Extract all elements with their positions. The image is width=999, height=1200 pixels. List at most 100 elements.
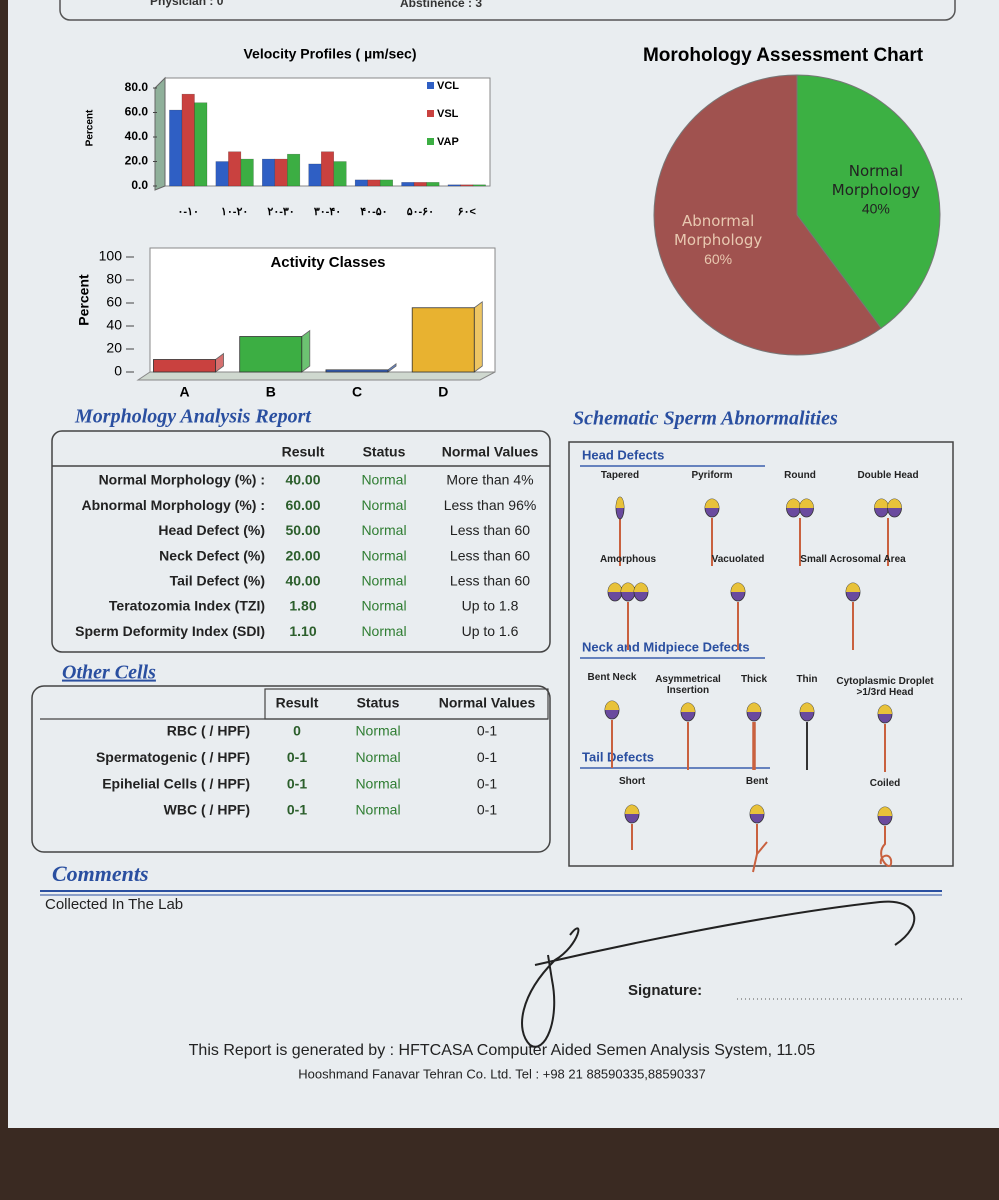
sperm-icon [845, 582, 861, 650]
item-label-box: Pyriform [691, 470, 733, 481]
sperm-icon [607, 582, 649, 650]
sperm-part [621, 583, 635, 592]
status: Normal [361, 522, 406, 538]
bar [194, 102, 208, 187]
item-label-box: Thin [796, 674, 818, 685]
x-tick-label: ۵۰-۶۰ [407, 206, 434, 218]
x-tick-label: D [438, 384, 448, 400]
section-heading: Head Defects [582, 447, 664, 462]
column-header: Status [363, 444, 406, 460]
item-label: Tapered [600, 470, 640, 481]
result: 50.00 [285, 522, 320, 538]
bar [333, 161, 347, 187]
item-label-box: Bent Neck [588, 672, 637, 683]
normal-value: 0-1 [477, 775, 497, 791]
sperm-part [799, 499, 814, 508]
chart-title: Activity Classes [270, 254, 385, 271]
sperm-part [878, 807, 892, 816]
item-label: Small Acrosomal Area [800, 554, 906, 565]
item-label-box: Cytoplasmic Droplet >1/3rd Head [836, 676, 934, 698]
sperm-icon [615, 496, 625, 566]
sperm-part [681, 703, 695, 712]
item-label: Cytoplasmic Droplet >1/3rd Head [836, 676, 934, 698]
bar [411, 307, 475, 373]
sperm-part [752, 824, 768, 873]
bar [367, 179, 381, 187]
normal-value: Less than 96% [444, 497, 537, 513]
bar [287, 153, 301, 187]
sperm-part [750, 805, 764, 814]
sperm-icon [730, 582, 746, 650]
normal-value: 0-1 [477, 749, 497, 765]
status: Normal [361, 547, 406, 563]
bar [308, 163, 322, 187]
legend-swatch [427, 82, 434, 89]
bar [240, 158, 254, 187]
bar [262, 158, 276, 187]
sperm-icon [877, 704, 893, 772]
normal-value: Up to 1.8 [462, 598, 519, 614]
item-label: Thin [796, 674, 818, 685]
plot-floor [136, 371, 496, 381]
pie-label: Normal Morphology [831, 161, 920, 199]
status: Normal [361, 623, 406, 639]
pie-slice [796, 74, 941, 329]
section-title: Other Cells [62, 662, 156, 684]
sperm-part [605, 701, 619, 710]
y-tick-label: 80.0 [125, 80, 149, 94]
abstinence: Abstinence : 3 [400, 0, 482, 10]
x-tick-label: A [179, 384, 189, 400]
pie-label: Abnormal Morphology [673, 212, 763, 250]
normal-value: Less than 60 [450, 522, 530, 538]
item-label: Double Head [857, 470, 919, 481]
x-tick-label: ۱۰-۲۰ [221, 206, 248, 218]
sperm-part [616, 497, 624, 508]
item-label-box: Small Acrosomal Area [800, 554, 906, 565]
section-heading: Tail Defects [582, 749, 654, 764]
sperm-icon [624, 804, 640, 850]
column-header: Result [282, 444, 325, 460]
sperm-part [846, 583, 860, 592]
sperm-part [608, 583, 622, 592]
legend-label: VCL [437, 80, 459, 92]
item-label-box: Tapered [600, 470, 640, 481]
bar [325, 369, 389, 373]
y-tick-label: 60 [106, 294, 122, 310]
item-label: Asymmetrical Insertion [655, 674, 721, 696]
sperm-part [879, 826, 893, 867]
item-label: Bent [745, 776, 769, 787]
sperm-icon [874, 498, 902, 566]
bar-side [387, 363, 397, 373]
item-label: Short [618, 776, 646, 787]
item-label-box: Short [618, 776, 646, 787]
normal-value: Less than 60 [450, 573, 530, 589]
item-label-box: Coiled [870, 778, 901, 789]
result: 0-1 [287, 749, 307, 765]
sperm-part [731, 583, 745, 592]
sperm-icon [604, 700, 620, 768]
item-label: Pyriform [691, 470, 733, 481]
other-cells-box [31, 685, 551, 853]
status: Normal [361, 472, 406, 488]
column-header: Status [357, 695, 400, 711]
result: 40.00 [285, 472, 320, 488]
result: 60.00 [285, 497, 320, 513]
normal-value: More than 4% [446, 472, 533, 488]
sperm-icon [799, 702, 815, 770]
bar [228, 151, 242, 187]
item-label: Amorphous [599, 554, 657, 565]
row-label: Spermatogenic ( / HPF) [96, 749, 250, 765]
sperm-part [800, 703, 814, 712]
bar [447, 184, 461, 187]
legend-swatch [427, 110, 434, 117]
sperm-icon [786, 498, 814, 566]
row-label: Tail Defect (%) [170, 573, 265, 589]
bar [274, 158, 288, 187]
sperm-icon [749, 804, 768, 873]
x-tick-label: C [352, 384, 362, 400]
item-label-box: Asymmetrical Insertion [655, 674, 721, 696]
chart-title: Velocity Profiles ( µm/sec) [243, 46, 416, 62]
sperm-part [874, 499, 889, 508]
x-tick-label: ۲۰-۳۰ [267, 206, 294, 218]
